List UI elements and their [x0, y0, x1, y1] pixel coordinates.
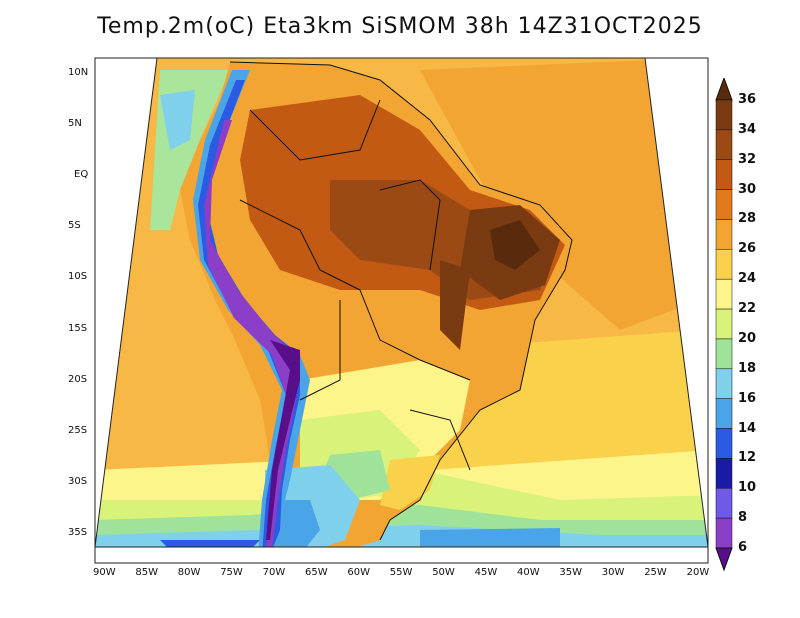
colorbar-segment — [715, 159, 733, 190]
colorbar-value-label: 18 — [738, 360, 757, 376]
colorbar-segment — [715, 398, 733, 429]
colorbar-value-label: 30 — [738, 181, 757, 197]
colorbar-segment — [715, 249, 733, 280]
lon-tick-label: 60W — [347, 567, 371, 578]
colorbar-segment — [715, 338, 733, 370]
colorbar-value-label: 24 — [738, 271, 757, 287]
lon-tick-label: 35W — [559, 567, 583, 578]
colorbar-value-label: 8 — [738, 510, 748, 526]
axes-box — [94, 57, 709, 564]
colorbar-segment — [715, 428, 733, 459]
colorbar-value-label: 16 — [738, 390, 757, 406]
colorbar-value-label: 12 — [738, 450, 757, 466]
temperature-colorbar — [715, 78, 733, 572]
colorbar-segment — [715, 458, 733, 489]
lat-tick-label: 15S — [68, 322, 88, 334]
colorbar-value-label: 26 — [738, 241, 757, 257]
lat-tick-label: 20S — [68, 373, 88, 385]
lon-tick-label: 65W — [305, 567, 328, 578]
colorbar-segment — [715, 368, 733, 399]
lon-tick-label: 40W — [517, 567, 540, 578]
colorbar-segment — [715, 308, 733, 340]
lon-tick-label: 85W — [135, 567, 159, 578]
lon-tick-label: 45W — [474, 567, 498, 578]
map-title: Temp.2m(oC) Eta3km SiSMOM 38h 14Z31OCT20… — [97, 14, 703, 39]
lon-tick-label: 90W — [93, 567, 116, 578]
colorbar-value-label: 36 — [738, 92, 757, 107]
lon-tick-label: 80W — [177, 567, 201, 578]
lon-tick-label: 55W — [389, 567, 413, 578]
colorbar-segment — [715, 189, 733, 220]
lon-tick-label: 25W — [644, 567, 667, 578]
colorbar-top-arrow — [715, 78, 733, 101]
lat-tick-label: 10S — [68, 271, 88, 283]
lon-tick-label: 20W — [686, 567, 710, 578]
lon-tick-label: 75W — [220, 567, 243, 578]
colorbar-value-label: 32 — [738, 151, 757, 167]
colorbar-value-label: 20 — [738, 330, 757, 346]
lat-tick-label: 35S — [68, 526, 88, 538]
colorbar-value-label: 34 — [738, 121, 757, 137]
colorbar-value-label: 6 — [738, 540, 748, 555]
lat-tick-label: 10N — [68, 67, 89, 78]
lat-tick-label: 25S — [68, 424, 88, 436]
colorbar-segment — [715, 219, 733, 250]
colorbar-bottom-arrow — [715, 547, 733, 572]
colorbar-segment — [715, 99, 733, 131]
lon-tick-label: 50W — [432, 567, 455, 578]
lat-tick-label: 5N — [68, 118, 82, 130]
colorbar-value-label: 22 — [738, 301, 757, 317]
lon-tick-label: 70W — [262, 567, 286, 578]
lat-tick-label: 5S — [68, 220, 81, 232]
colorbar-segment — [715, 488, 733, 519]
lat-tick-label: EQ — [74, 169, 89, 181]
lat-tick-label: 30S — [68, 475, 88, 487]
colorbar-segment — [715, 517, 733, 549]
colorbar-segment — [715, 129, 733, 160]
colorbar-value-label: 28 — [738, 211, 757, 227]
andes-cold-band — [193, 70, 310, 547]
colorbar-segment — [715, 278, 733, 310]
colorbar-value-label: 14 — [738, 420, 757, 436]
country-borders — [229, 61, 573, 541]
lon-tick-label: 30W — [601, 567, 625, 578]
colorbar-value-label: 10 — [738, 480, 757, 496]
